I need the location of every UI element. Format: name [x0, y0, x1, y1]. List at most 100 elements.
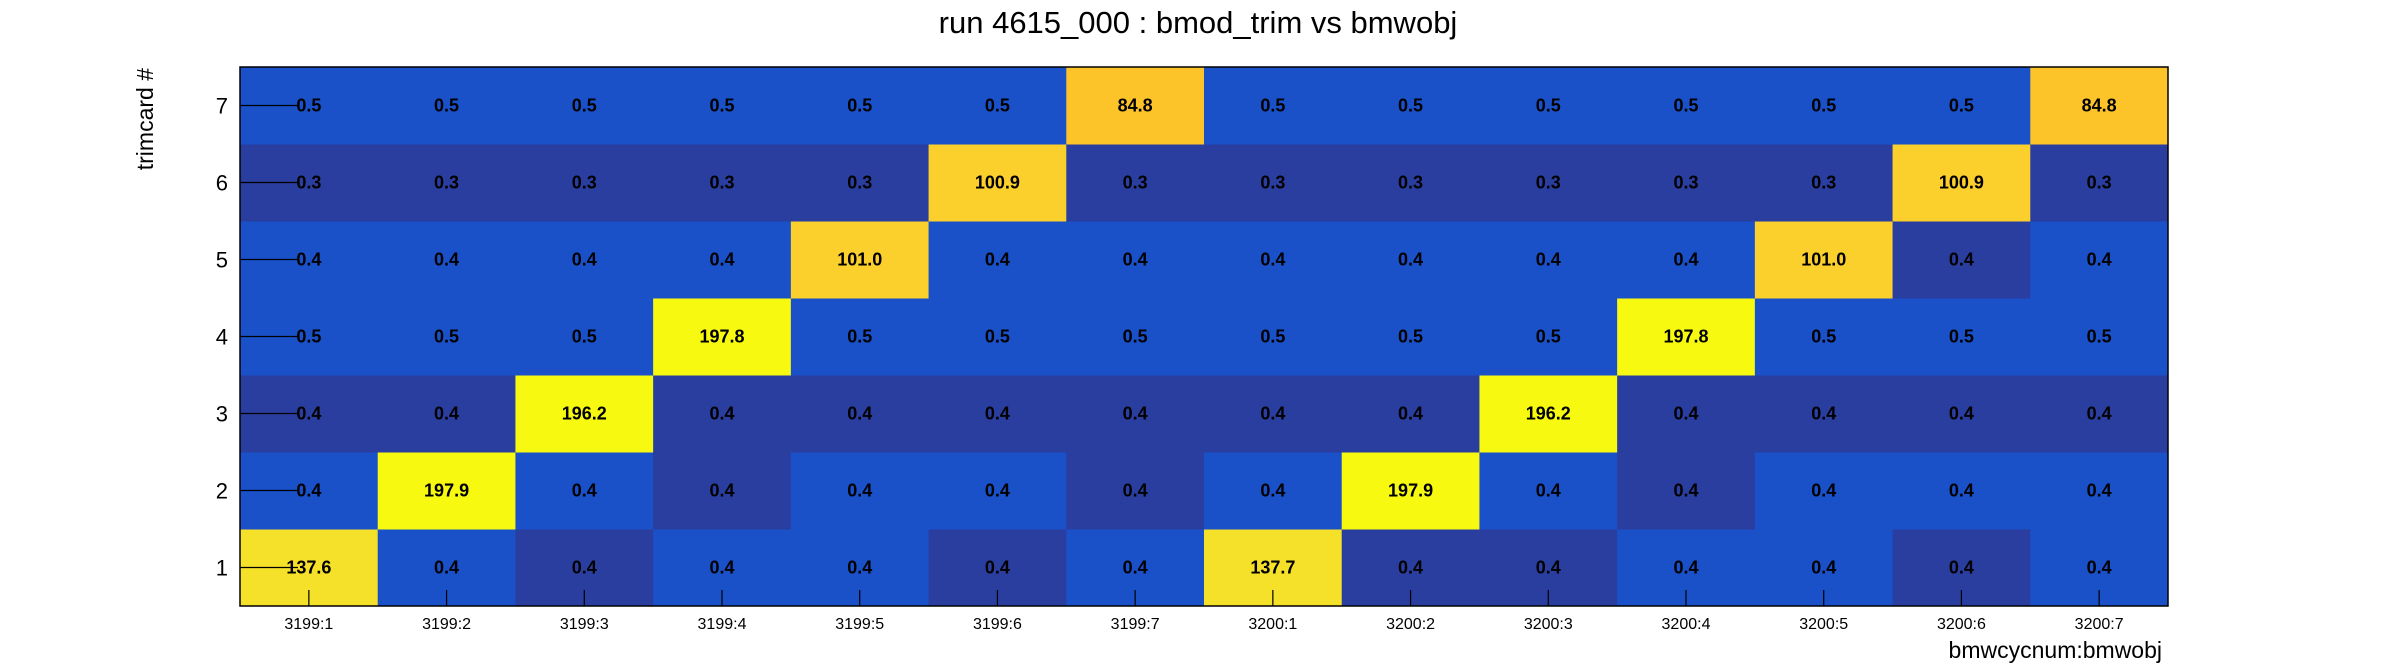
cell-value-label: 0.4 [985, 404, 1010, 424]
heatmap-cell [1617, 452, 1756, 530]
cell-value-label: 0.4 [1398, 404, 1423, 424]
cell-value-label: 0.3 [434, 173, 459, 193]
heatmap-cell [1892, 221, 2031, 299]
chart-title: run 4615_000 : bmod_trim vs bmwobj [939, 5, 1458, 40]
heatmap-cell [928, 375, 1067, 453]
cell-value-label: 0.4 [1949, 558, 1974, 578]
cell-value-label: 0.3 [296, 173, 321, 193]
cell-value-label: 0.5 [847, 327, 872, 347]
heatmap-cell [928, 298, 1067, 376]
x-tick-label: 3199:3 [560, 616, 609, 633]
heatmap-cell [1204, 298, 1343, 376]
cell-value-label: 0.5 [1123, 327, 1148, 347]
cell-value-label: 0.4 [1123, 558, 1148, 578]
heatmap-cell [1341, 452, 1480, 530]
x-tick-label: 3199:5 [835, 616, 884, 633]
heatmap-cell [928, 67, 1067, 145]
cell-value-label: 84.8 [2082, 96, 2117, 116]
cell-value-label: 0.3 [709, 173, 734, 193]
cell-value-label: 0.4 [709, 558, 734, 578]
cell-value-label: 0.5 [1949, 327, 1974, 347]
cell-value-label: 0.5 [2087, 327, 2112, 347]
cell-value-label: 0.5 [1536, 96, 1561, 116]
heatmap-cell [2030, 452, 2169, 530]
cell-value-label: 0.5 [985, 327, 1010, 347]
y-tick-label: 7 [216, 94, 228, 119]
heatmap-cell [790, 298, 930, 376]
x-tick-label: 3200:2 [1386, 616, 1435, 633]
heatmap-cell [1479, 221, 1618, 299]
heatmap-cell [653, 452, 792, 530]
cell-value-label: 0.3 [1811, 173, 1836, 193]
cell-value-label: 0.4 [1536, 481, 1561, 501]
cell-value-label: 0.4 [1536, 250, 1561, 270]
heatmap-cell [928, 144, 1067, 222]
cell-value-label: 0.4 [709, 404, 734, 424]
y-tick-label: 4 [216, 325, 228, 350]
heatmap-cell [1892, 144, 2031, 222]
cell-value-label: 101.0 [837, 250, 882, 270]
cell-value-label: 0.4 [985, 481, 1010, 501]
heatmap-cell [928, 221, 1067, 299]
y-tick-label: 1 [216, 556, 228, 581]
cell-value-label: 0.4 [1673, 404, 1698, 424]
cell-value-label: 196.2 [562, 404, 607, 424]
heatmap-cell [1479, 144, 1618, 222]
cell-value-label: 0.4 [985, 250, 1010, 270]
cell-value-label: 0.3 [1536, 173, 1561, 193]
cell-value-label: 0.5 [985, 96, 1010, 116]
x-tick-label: 3200:3 [1524, 616, 1573, 633]
heatmap-cell [1066, 452, 1205, 530]
heatmap-cell [1066, 298, 1205, 376]
heatmap-cell [515, 67, 654, 145]
cell-value-label: 0.5 [1260, 327, 1285, 347]
heatmap-cell [2030, 221, 2169, 299]
cell-value-label: 0.4 [1123, 250, 1148, 270]
x-tick-label: 3199:7 [1111, 616, 1160, 633]
cell-value-label: 0.4 [434, 404, 459, 424]
cell-value-label: 0.4 [296, 404, 321, 424]
heatmap-cell [1754, 452, 1894, 530]
cell-value-label: 0.3 [1673, 173, 1698, 193]
cell-value-label: 0.5 [1811, 327, 1836, 347]
heatmap-cell [1204, 144, 1343, 222]
heatmap-cell [377, 144, 516, 222]
cell-value-label: 197.8 [1663, 327, 1708, 347]
cell-value-label: 0.4 [1260, 481, 1285, 501]
x-tick-label: 3199:1 [284, 616, 333, 633]
cell-value-label: 0.4 [434, 250, 459, 270]
heatmap-cell [2030, 144, 2169, 222]
heatmap-cell [1479, 375, 1618, 453]
cell-value-label: 0.4 [434, 558, 459, 578]
heatmap-cell [1892, 452, 2031, 530]
heatmap-cell [1204, 452, 1343, 530]
heatmap-cell [377, 67, 516, 145]
cell-value-label: 0.4 [1811, 481, 1836, 501]
heatmap-cell [1754, 67, 1894, 145]
heatmap-cell [1754, 298, 1894, 376]
heatmap-cell [1617, 67, 1756, 145]
cell-value-label: 0.4 [1949, 481, 1974, 501]
cell-value-label: 0.5 [434, 96, 459, 116]
cell-value-label: 0.3 [1398, 173, 1423, 193]
cell-value-label: 197.9 [424, 481, 469, 501]
x-tick-label: 3200:1 [1248, 616, 1297, 633]
heatmap-cell [1341, 221, 1480, 299]
cell-value-label: 0.4 [1673, 481, 1698, 501]
cell-value-label: 0.4 [296, 250, 321, 270]
cell-value-label: 0.5 [434, 327, 459, 347]
heatmap-cell [1479, 452, 1618, 530]
heatmap-cell [377, 298, 516, 376]
heatmap-cell [928, 452, 1067, 530]
heatmap-cell [790, 452, 930, 530]
cell-value-label: 0.5 [296, 96, 321, 116]
heatmap-cell [1479, 67, 1618, 145]
cell-value-label: 0.4 [1673, 250, 1698, 270]
heatmap-cell [1754, 144, 1894, 222]
cell-value-label: 0.4 [2087, 481, 2112, 501]
heatmap-cell [1341, 298, 1480, 376]
cell-value-label: 0.3 [572, 173, 597, 193]
cell-value-label: 0.5 [296, 327, 321, 347]
heatmap-cell [790, 375, 930, 453]
